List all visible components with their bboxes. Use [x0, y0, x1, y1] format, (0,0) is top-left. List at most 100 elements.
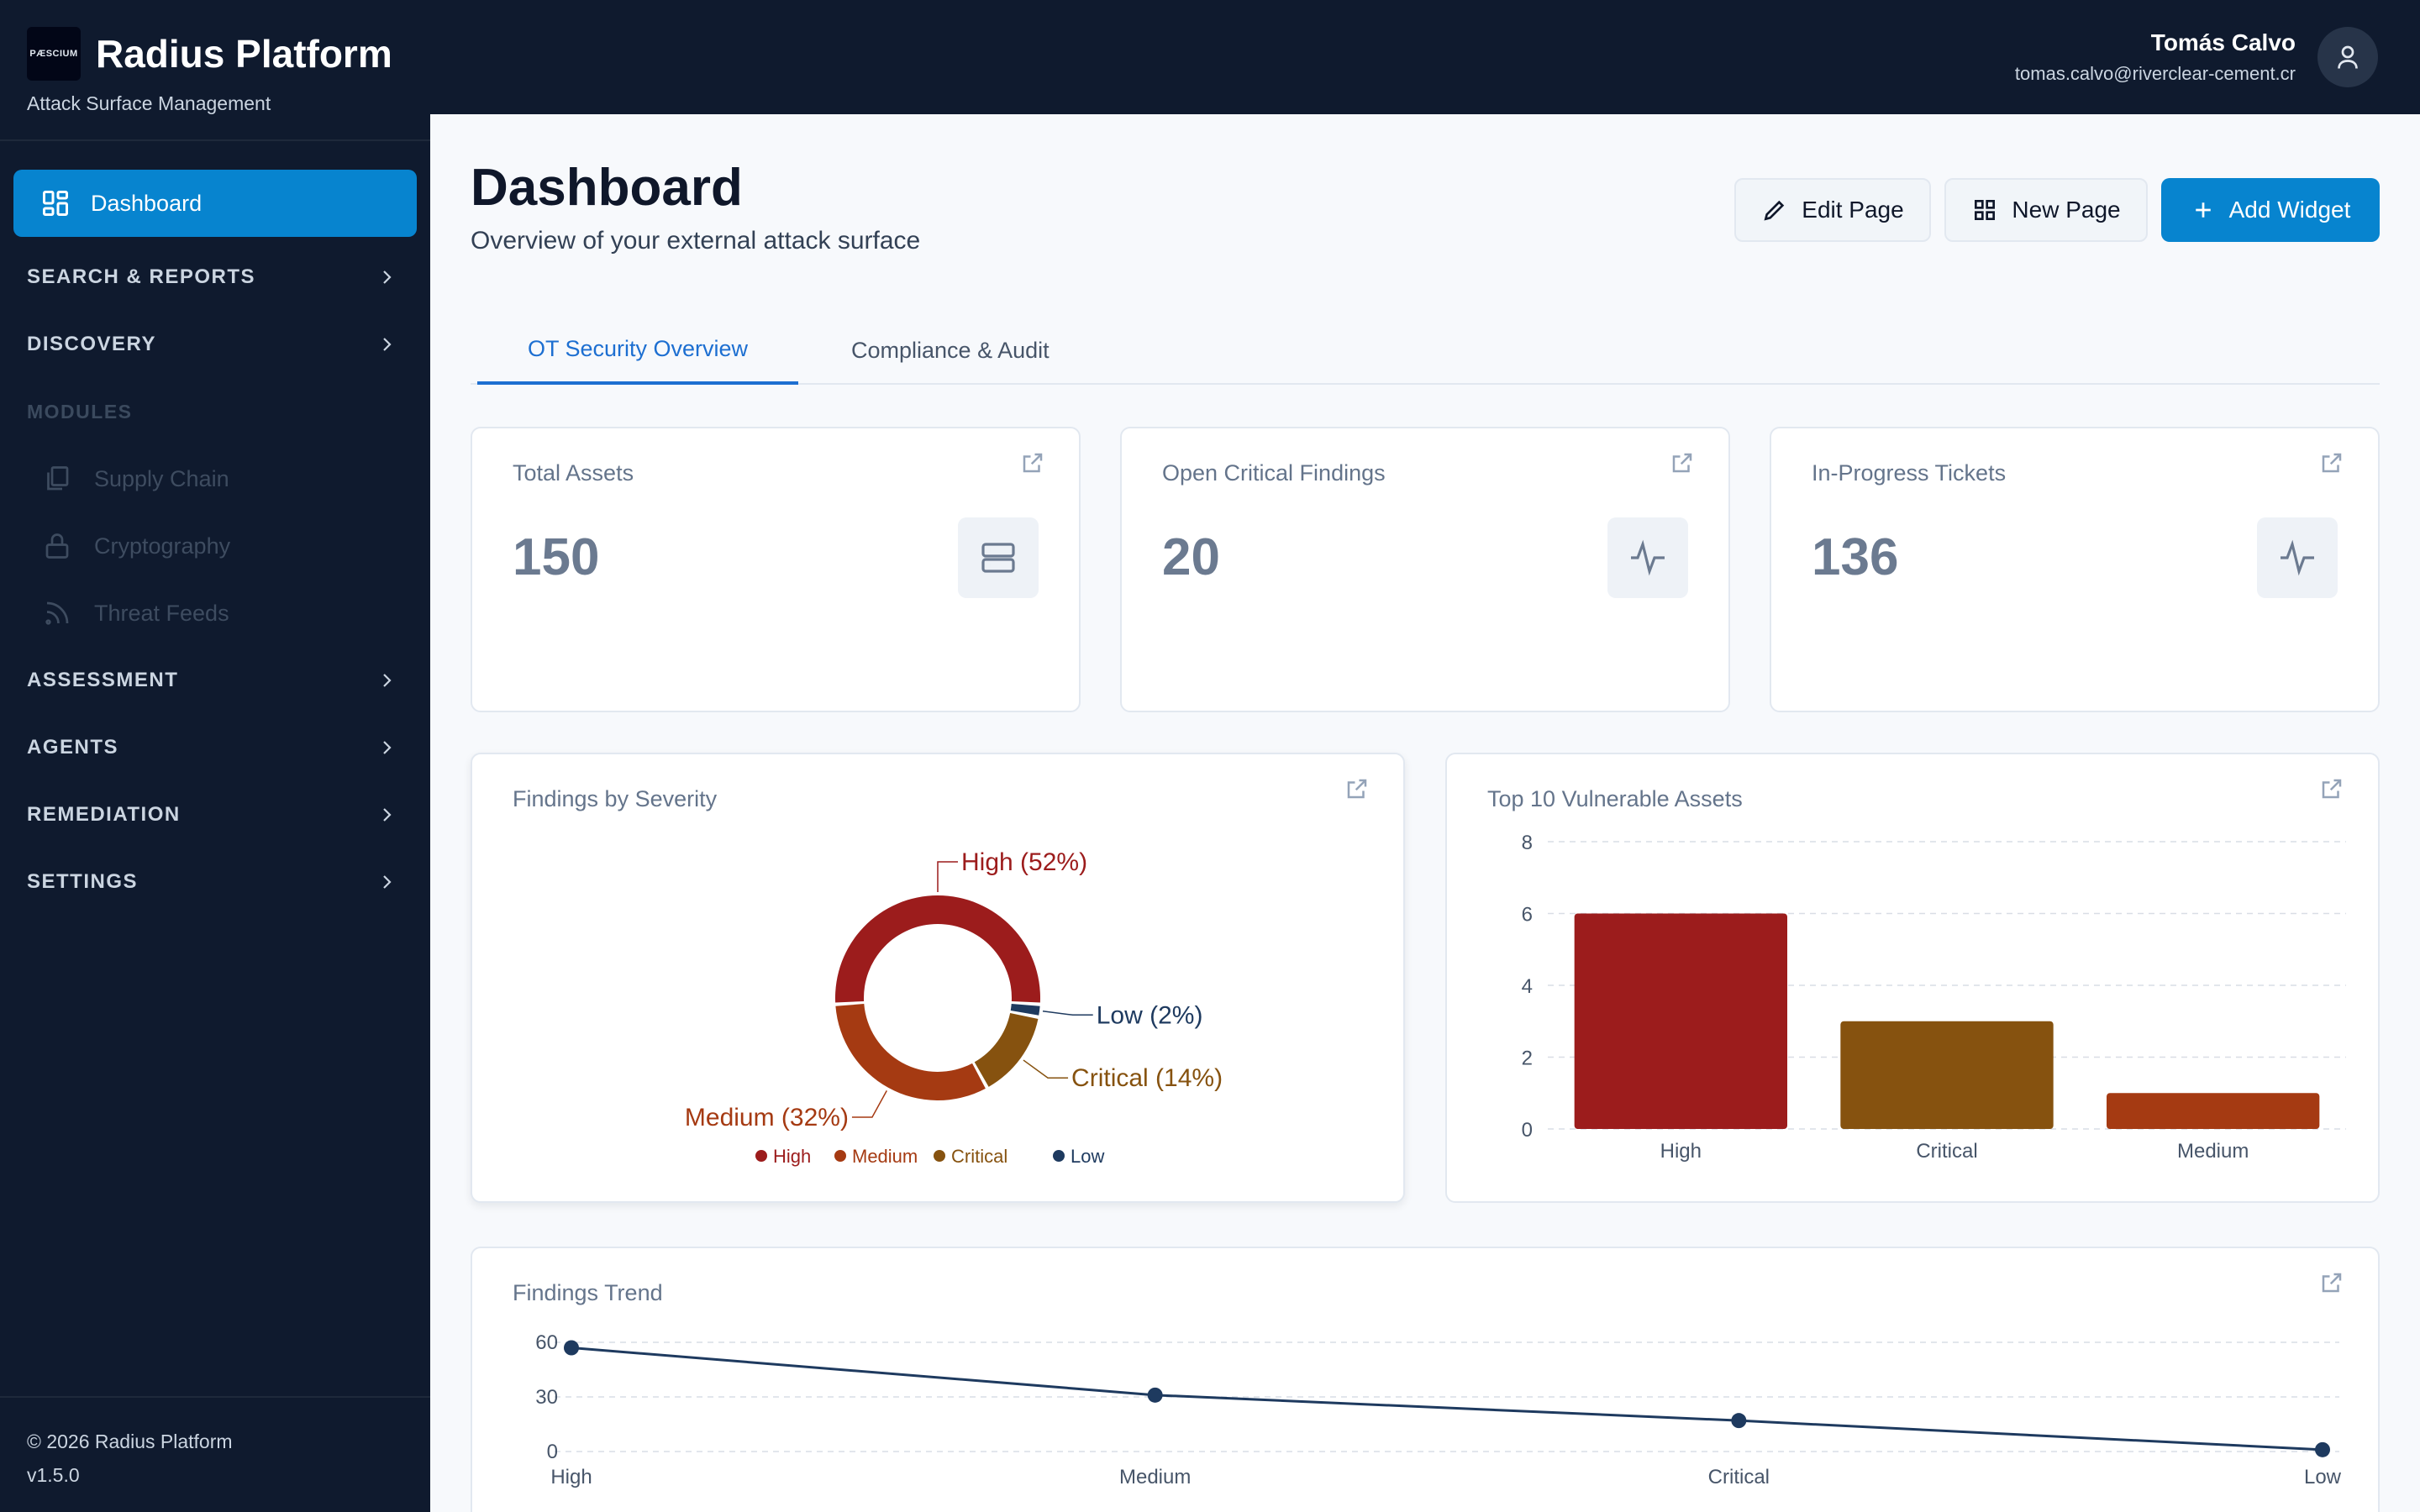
user-menu[interactable]: Tomás Calvo tomas.calvo@riverclear-cemen…	[2015, 27, 2378, 87]
page-title: Dashboard	[471, 159, 743, 217]
tab-ot-security-overview[interactable]: OT Security Overview	[477, 316, 798, 385]
external-link-icon[interactable]	[1344, 776, 1370, 801]
button-label: Add Widget	[2228, 197, 2351, 223]
avatar[interactable]	[2317, 27, 2378, 87]
external-link-icon[interactable]	[1670, 450, 1695, 475]
donut-slice-medium[interactable]	[835, 1004, 986, 1100]
dashboard-grid-icon	[43, 191, 68, 216]
trend-point-medium[interactable]	[1147, 1387, 1163, 1403]
external-link-icon[interactable]	[2319, 1270, 2344, 1295]
x-tick-label: Low	[2304, 1466, 2342, 1488]
findings-trend-card: Findings Trend 0 30 60 High Medium Critical Lo…	[471, 1247, 2380, 1512]
activity-icon	[1631, 539, 1665, 576]
x-tick-label: Medium	[1119, 1466, 1191, 1488]
donut-callout-line	[1023, 1059, 1069, 1079]
sidebar: PÆSCIUM Radius Platform Attack Surface M…	[0, 0, 430, 1512]
top-bar: Tomás Calvo tomas.calvo@riverclear-cemen…	[430, 0, 2420, 114]
sidebar-section-label: REMEDIATION	[27, 803, 181, 826]
new-page-button[interactable]: New Page	[1944, 178, 2148, 242]
donut-slice-low[interactable]	[1010, 1004, 1040, 1016]
brand-logo: PÆSCIUM	[27, 27, 81, 81]
trend-point-critical[interactable]	[1731, 1413, 1747, 1429]
donut-slice-label: Medium (32%)	[685, 1104, 849, 1131]
legend-swatch-medium	[834, 1150, 846, 1162]
edit-page-button[interactable]: Edit Page	[1734, 178, 1931, 242]
findings-by-severity-card: Findings by Severity High (52%) Low (2%) C…	[471, 753, 1405, 1203]
external-link-icon[interactable]	[2319, 776, 2344, 801]
footer-copyright: © 2026 Radius Platform	[27, 1431, 233, 1452]
legend-swatch-low	[1053, 1150, 1065, 1162]
sidebar-section-label: SEARCH & REPORTS	[27, 265, 256, 288]
external-link-icon[interactable]	[1020, 450, 1045, 475]
legend-label: High	[773, 1146, 811, 1167]
x-tick-label: High	[1660, 1140, 1702, 1163]
trend-point-high[interactable]	[564, 1340, 579, 1356]
legend-label: Medium	[852, 1146, 918, 1167]
bar-high[interactable]	[1574, 913, 1787, 1130]
x-tick-label: Critical	[1708, 1466, 1770, 1488]
trend-line	[571, 1347, 2323, 1452]
stat-value: 20	[1162, 528, 1220, 586]
donut-callout-line	[1042, 1011, 1093, 1016]
sidebar-section-agents[interactable]: AGENTS	[0, 714, 430, 781]
external-link-icon[interactable]	[2319, 450, 2344, 475]
y-tick-label: 2	[1522, 1047, 1533, 1070]
sidebar-item-threat-feeds[interactable]: Threat Feeds	[0, 580, 430, 647]
sidebar-item-dashboard[interactable]: Dashboard	[13, 170, 417, 237]
stat-card-open-critical-findings: Open Critical Findings 20	[1120, 427, 1730, 712]
grid-icon	[1975, 200, 1996, 220]
donut-slice-high[interactable]	[835, 895, 1040, 1003]
stat-icon-box	[958, 517, 1039, 598]
stat-icon-box	[2257, 517, 2338, 598]
sidebar-item-supply-chain[interactable]: Supply Chain	[0, 445, 430, 512]
donut-chart: High (52%) Low (2%) Critical (14%) Medium (…	[685, 848, 1223, 1167]
donut-slice-label: High (52%)	[961, 848, 1087, 876]
page-tabs: OT Security Overview Compliance & Audit	[471, 316, 2380, 385]
brand-block: PÆSCIUM Radius Platform Attack Surface M…	[0, 0, 430, 141]
sidebar-section-label: DISCOVERY	[27, 333, 156, 355]
stat-label: Total Assets	[513, 460, 634, 486]
legend-swatch-high	[755, 1150, 767, 1162]
y-tick-label: 0	[1522, 1119, 1533, 1142]
plus-icon	[2195, 202, 2211, 218]
sidebar-item-cryptography[interactable]: Cryptography	[0, 512, 430, 580]
chart-title: Top 10 Vulnerable Assets	[1487, 786, 1743, 811]
trend-point-low[interactable]	[2315, 1441, 2330, 1457]
sidebar-section-assessment[interactable]: ASSESSMENT	[0, 647, 430, 714]
y-tick-label: 6	[1522, 904, 1533, 927]
stat-value: 136	[1812, 528, 1899, 586]
y-tick-label: 4	[1522, 975, 1533, 998]
sidebar-footer: © 2026 Radius Platform v1.5.0	[0, 1396, 430, 1512]
sidebar-section-settings[interactable]: SETTINGS	[0, 848, 430, 916]
bar-critical[interactable]	[1840, 1021, 2054, 1129]
add-widget-button[interactable]: Add Widget	[2161, 178, 2380, 242]
user-email: tomas.calvo@riverclear-cement.cr	[2014, 63, 2296, 84]
bar-chart: 0 2 4 6 8 High Critical Medium	[1522, 832, 2346, 1163]
bar-medium[interactable]	[2107, 1093, 2320, 1129]
tab-compliance-audit[interactable]: Compliance & Audit	[851, 337, 1050, 363]
sidebar-section-remediation[interactable]: REMEDIATION	[0, 781, 430, 848]
stat-label: Open Critical Findings	[1162, 460, 1386, 486]
donut-slice-critical[interactable]	[974, 1012, 1039, 1087]
sidebar-item-label: Supply Chain	[94, 465, 229, 491]
stat-value: 150	[513, 528, 600, 586]
button-label: New Page	[2012, 197, 2121, 223]
activity-icon	[2281, 539, 2314, 576]
sidebar-section-discovery[interactable]: DISCOVERY	[0, 311, 430, 378]
stat-card-in-progress-tickets: In-Progress Tickets 136	[1770, 427, 2380, 712]
brand-subtitle: Attack Surface Management	[27, 92, 271, 114]
button-label: Edit Page	[1802, 197, 1904, 223]
sidebar-section-label: SETTINGS	[27, 870, 139, 893]
footer-version: v1.5.0	[27, 1464, 80, 1486]
sidebar-section-search-reports[interactable]: SEARCH & REPORTS	[0, 244, 430, 311]
stat-card-total-assets: Total Assets 150	[471, 427, 1081, 712]
donut-slice-label: Low (2%)	[1097, 1001, 1203, 1029]
sidebar-item-label: Threat Feeds	[94, 600, 229, 626]
chevron-right-icon	[383, 808, 392, 822]
page-subtitle: Overview of your external attack surface	[471, 227, 921, 255]
sidebar-item-label: Dashboard	[91, 190, 203, 216]
donut-callout-line	[937, 861, 958, 892]
x-tick-label: Critical	[1916, 1140, 1977, 1163]
chevron-right-icon	[383, 875, 392, 889]
rss-icon	[45, 601, 69, 625]
